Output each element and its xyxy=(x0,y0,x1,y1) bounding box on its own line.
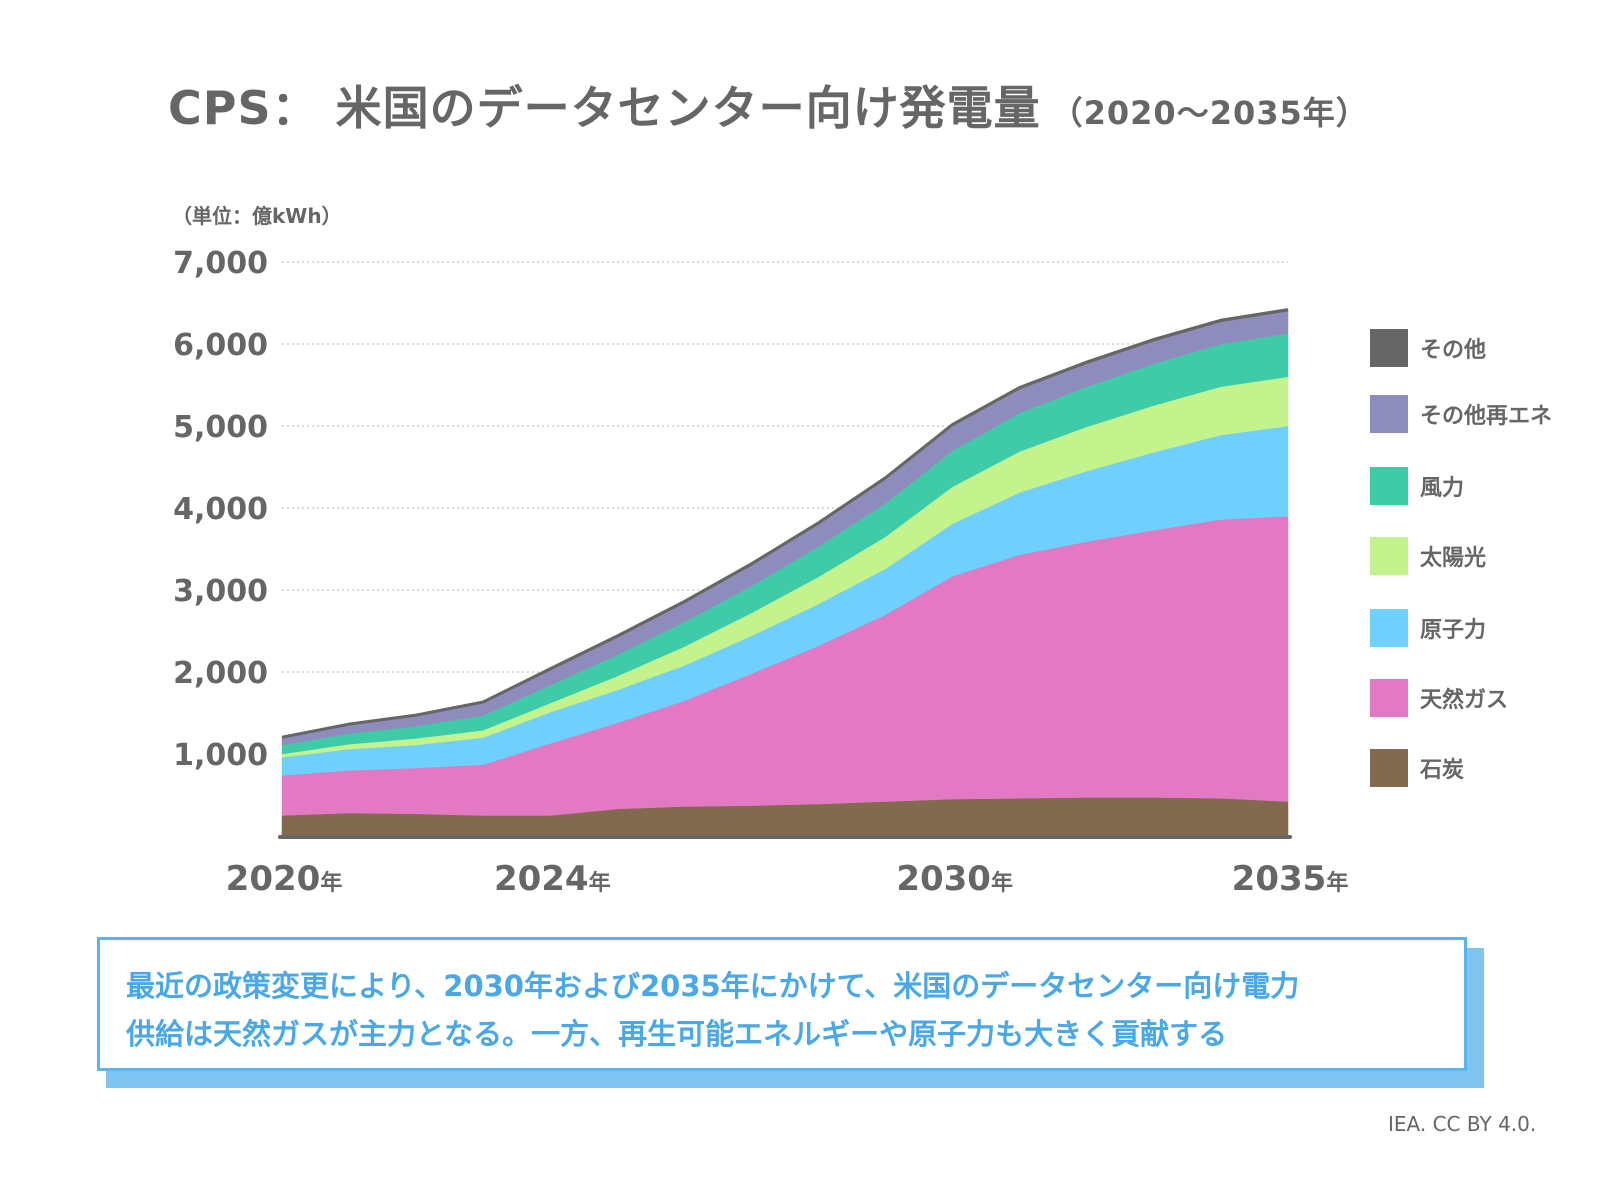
source-credit: IEA. CC BY 4.0. xyxy=(1388,1112,1537,1136)
chart-title-main: CPS： 米国のデータセンター向け発電量 xyxy=(168,81,1041,135)
legend-label: 風力 xyxy=(1420,476,1465,501)
legend-swatch xyxy=(1370,329,1408,367)
total-outline xyxy=(281,308,1289,739)
legend-swatch xyxy=(1370,679,1408,717)
legend-swatch xyxy=(1370,609,1408,647)
legend-swatch xyxy=(1370,749,1408,787)
legend-item: 太陽光 xyxy=(1370,536,1486,576)
legend-swatch xyxy=(1370,467,1408,505)
x-tick-label: 2024年 xyxy=(494,859,611,899)
legend-item: その他 xyxy=(1370,328,1486,368)
note-box: 最近の政策変更により、2030年および2035年にかけて、米国のデータセンター向… xyxy=(97,937,1467,1071)
legend-label: 原子力 xyxy=(1420,618,1487,643)
legend-swatch xyxy=(1370,537,1408,575)
x-tick-label: 2020年 xyxy=(226,859,343,899)
stacked-area-chart: 1,000 2,000 3,000 4,000 5,000 6,000 7,000 2020… xyxy=(173,246,1349,899)
legend-item: その他再エネ xyxy=(1370,394,1552,434)
legend-swatch xyxy=(1370,395,1408,433)
legend-label: 石炭 xyxy=(1420,758,1465,783)
x-tick-label: 2030年 xyxy=(896,859,1013,899)
x-axis-ticks: 2020年 2024年 2030年 2035年 xyxy=(226,859,1349,899)
note-line-2: 供給は天然ガスが主力となる。一方、再生可能エネルギーや原子力も大きく貢献する xyxy=(126,1017,1228,1051)
y-tick-label: 5,000 xyxy=(173,410,268,445)
legend-label: その他 xyxy=(1420,338,1487,363)
legend-item: 風力 xyxy=(1370,466,1464,506)
chart-title: CPS： 米国のデータセンター向け発電量 （2020～2035年） xyxy=(168,72,1369,138)
x-tick-label: 2035年 xyxy=(1232,859,1349,899)
legend-item: 天然ガス xyxy=(1370,678,1508,718)
area-layers xyxy=(278,308,1292,839)
note-line-1: 最近の政策変更により、2030年および2035年にかけて、米国のデータセンター向… xyxy=(126,969,1300,1003)
y-tick-label: 6,000 xyxy=(173,328,268,363)
legend-label: その他再エネ xyxy=(1420,404,1553,429)
legend-label: 天然ガス xyxy=(1420,688,1509,713)
y-tick-label: 1,000 xyxy=(173,738,268,773)
y-tick-label: 4,000 xyxy=(173,492,268,527)
y-tick-label: 3,000 xyxy=(173,574,268,609)
legend-label: 太陽光 xyxy=(1420,546,1487,571)
y-axis-unit-label: （単位：億kWh） xyxy=(172,204,342,228)
legend-item: 原子力 xyxy=(1370,608,1486,648)
y-tick-label: 7,000 xyxy=(173,246,268,281)
legend-item: 石炭 xyxy=(1370,748,1464,788)
y-axis-ticks: 1,000 2,000 3,000 4,000 5,000 6,000 7,000 xyxy=(173,246,268,773)
y-tick-label: 2,000 xyxy=(173,656,268,691)
chart-title-sub: （2020～2035年） xyxy=(1050,94,1369,132)
